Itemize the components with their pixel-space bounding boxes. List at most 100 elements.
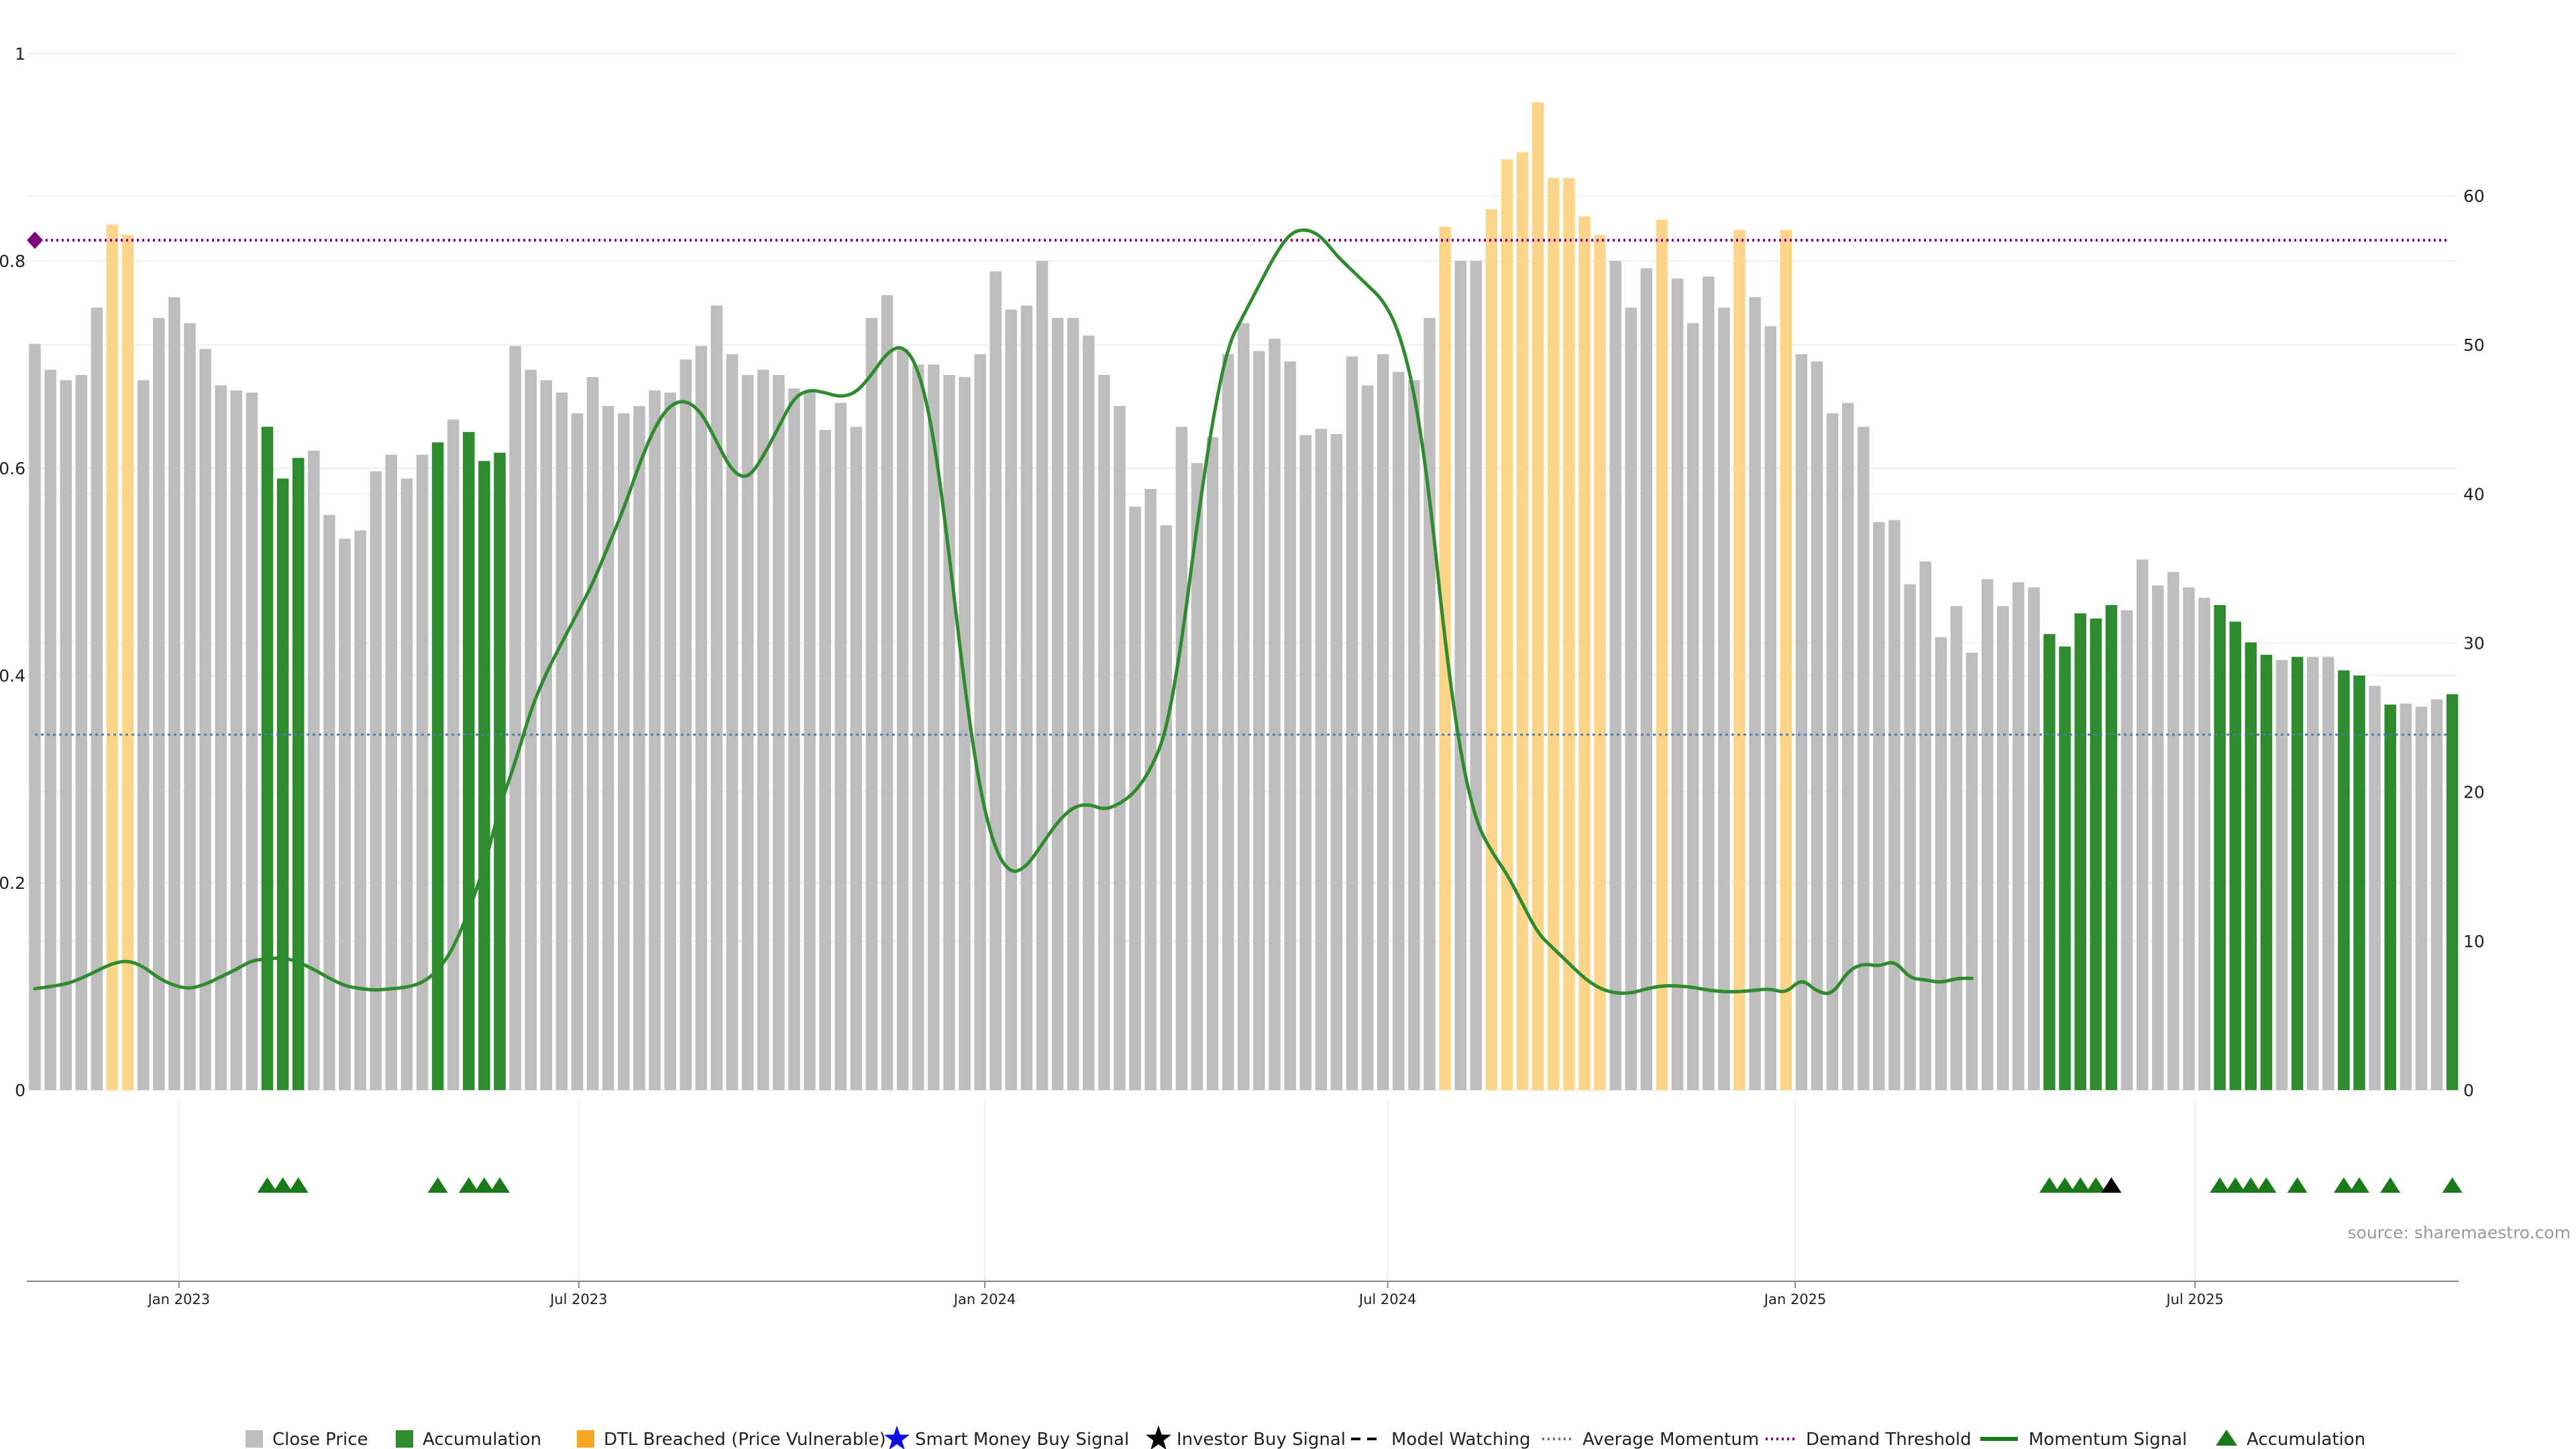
- left-axis-tick-label: 1: [15, 44, 25, 64]
- accumulation-bar: [2214, 604, 2226, 1090]
- close-price-bar: [137, 380, 150, 1090]
- right-axis-tick-label: 0: [2463, 1081, 2474, 1100]
- close-price-bar: [788, 388, 800, 1091]
- close-price-bar: [308, 450, 320, 1090]
- close-price-bar: [555, 392, 568, 1090]
- accumulation-bar: [2446, 694, 2459, 1090]
- close-price-bar: [2198, 598, 2210, 1090]
- legend-label: Demand Threshold: [1806, 1430, 1972, 1449]
- close-price-bar: [1640, 268, 1653, 1091]
- close-price-bar: [773, 374, 785, 1091]
- close-price-bar: [1919, 561, 1931, 1090]
- dtl-breached-bar: [1780, 229, 1792, 1090]
- close-price-bar: [741, 374, 754, 1091]
- close-price-bar: [850, 427, 863, 1090]
- accumulation-bar: [2105, 604, 2118, 1090]
- close-price-bar: [1826, 413, 1839, 1090]
- right-axis-tick-label: 30: [2463, 634, 2485, 653]
- close-price-bar: [804, 390, 816, 1090]
- accumulation-marker: [272, 1177, 293, 1193]
- close-price-bar: [1841, 402, 1854, 1090]
- legend-square-icon: [396, 1430, 413, 1448]
- close-price-bar: [602, 406, 614, 1090]
- close-price-bar: [1036, 261, 1049, 1090]
- accumulation-marker: [474, 1177, 494, 1193]
- close-price-bar: [618, 413, 630, 1090]
- x-axis-tick-label: Jul 2024: [1358, 1291, 1416, 1307]
- right-axis-tick-label: 20: [2463, 783, 2485, 802]
- accumulation-marker: [427, 1177, 448, 1193]
- accumulation-marker: [2039, 1177, 2059, 1193]
- close-price-bar: [1299, 435, 1311, 1090]
- close-price-bar: [881, 294, 894, 1090]
- close-price-bar: [928, 364, 940, 1090]
- close-price-bar: [757, 370, 769, 1090]
- close-price-bar: [1996, 606, 2009, 1090]
- accumulation-bar: [2043, 634, 2055, 1090]
- accumulation-bar: [494, 452, 506, 1090]
- accumulation-bar: [261, 427, 274, 1090]
- close-price-bar: [2183, 587, 2195, 1090]
- close-price-bar: [2415, 706, 2428, 1090]
- close-price-bar: [1703, 276, 1715, 1090]
- accumulation-marker: [2349, 1177, 2369, 1193]
- close-price-bar: [1454, 261, 1466, 1090]
- accumulation-marker: [2086, 1177, 2106, 1193]
- close-price-bar: [1904, 584, 1916, 1090]
- close-price-bar: [1051, 317, 1064, 1091]
- accumulation-marker: [2070, 1177, 2091, 1193]
- close-price-bar: [29, 343, 41, 1090]
- close-price-bar: [44, 370, 56, 1090]
- accumulation-marker: [2241, 1177, 2261, 1193]
- close-price-bar: [2322, 657, 2334, 1090]
- legend-label: DTL Breached (Price Vulnerable): [604, 1430, 886, 1449]
- dtl-breached-bar: [1516, 152, 1529, 1090]
- legend-label: Investor Buy Signal: [1177, 1430, 1346, 1449]
- right-axis-tick-label: 40: [2463, 484, 2485, 504]
- close-price-bar: [819, 429, 831, 1090]
- dtl-breached-bar: [121, 235, 134, 1090]
- legend-label: Accumulation: [423, 1430, 541, 1449]
- bar-series: [29, 102, 2459, 1091]
- legend-label: Close Price: [272, 1430, 368, 1449]
- dtl-breached-bar: [1733, 229, 1746, 1090]
- close-price-bar: [1671, 278, 1684, 1090]
- legend-label: Average Momentum: [1582, 1430, 1759, 1449]
- close-price-bar: [1160, 525, 1173, 1090]
- accumulation-bar: [2260, 655, 2273, 1090]
- signal-markers: [257, 1177, 2463, 1193]
- legend-item: Model Watching: [1351, 1430, 1530, 1449]
- momentum-signal: [33, 228, 1974, 996]
- close-price-bar: [2121, 610, 2133, 1090]
- close-price-bar: [400, 478, 413, 1090]
- close-price-bar: [2028, 587, 2040, 1090]
- close-price-bar: [1114, 406, 1126, 1090]
- close-price-bar: [865, 317, 878, 1091]
- right-axis-tick-label: 60: [2463, 186, 2485, 206]
- dtl-breached-bar: [1548, 178, 1560, 1090]
- x-axis-tick-label: Jul 2025: [2165, 1291, 2223, 1307]
- accumulation-bar: [2291, 657, 2304, 1090]
- x-axis-tick-label: Jul 2023: [549, 1291, 607, 1307]
- dtl-breached-bar: [1501, 159, 1513, 1091]
- close-price-bar: [1718, 307, 1730, 1090]
- close-price-bar: [1067, 317, 1079, 1091]
- close-price-bar: [1005, 309, 1018, 1090]
- close-price-bar: [525, 370, 537, 1090]
- accumulation-bar: [2229, 621, 2241, 1090]
- close-price-bar: [1098, 374, 1110, 1091]
- close-price-bar: [1315, 429, 1328, 1090]
- accumulation-marker: [288, 1177, 309, 1193]
- legend-item: Average Momentum: [1542, 1430, 1759, 1449]
- legend-square-icon: [246, 1430, 263, 1448]
- right-axis-tick-label: 10: [2463, 932, 2485, 951]
- accumulation-bar: [2090, 619, 2102, 1090]
- close-price-bar: [2275, 659, 2288, 1090]
- close-price-bar: [354, 530, 366, 1090]
- close-price-bar: [184, 323, 196, 1091]
- close-price-bar: [1222, 354, 1234, 1090]
- close-price-bar: [571, 413, 584, 1090]
- accumulation-bar: [2353, 676, 2365, 1090]
- close-price-bar: [974, 354, 986, 1090]
